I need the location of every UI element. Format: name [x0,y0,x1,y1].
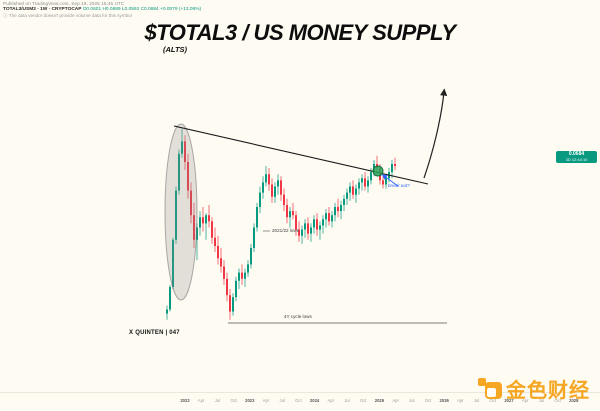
svg-text:Jul: Jul [215,398,220,403]
author-name: QUINTEN | 047 [135,330,180,336]
svg-text:Oct: Oct [360,398,367,403]
symbol-name: TOTAL3/USM2 · 1W · CRYPTOCAP [3,7,82,12]
x-axis-labels: 2022 Apr Jul Oct 2023 Apr Jul Oct 2024 Apr Jul Oct 2… [180,398,579,403]
lows-annotation: 2021/22 lows [272,228,300,233]
chart-title: $TOTAL3 / US MONEY SUPPLY [144,20,456,45]
svg-text:Jul: Jul [344,398,349,403]
svg-text:2023: 2023 [245,398,255,403]
svg-text:Jul: Jul [280,398,285,403]
site-logo: 金色财经 [478,375,590,402]
cycle-lows-annotation: 4Y cycle lows [284,314,312,319]
svg-text:Apr: Apr [263,398,270,403]
overlays-group [164,88,448,324]
svg-text:Apr: Apr [328,398,335,403]
symbol-info: TOTAL3/USM2 · 1W · CRYPTOCAP O0.0601 H0.… [3,7,201,12]
breakout-annotation: break out? [388,183,410,188]
bar-countdown: 3D 12:44:10 [565,156,588,162]
svg-text:Oct: Oct [425,398,432,403]
gold-finance-icon [478,376,502,400]
price-label: 0.0684 3D 12:44:10 [556,151,597,164]
svg-text:2022: 2022 [180,398,190,403]
axis-separator [0,392,600,393]
svg-text:Apr: Apr [457,398,464,403]
svg-text:2025: 2025 [375,398,385,403]
svg-text:Oct: Oct [490,398,497,403]
svg-text:2026: 2026 [440,398,450,403]
site-logo-text: 金色财经 [506,379,590,402]
svg-text:2024: 2024 [310,398,320,403]
svg-text:Apr: Apr [392,398,399,403]
svg-text:Oct: Oct [554,398,561,403]
publish-info: Published on TradingView.com, Sep 19, 20… [3,1,125,6]
svg-text:2028: 2028 [569,398,579,403]
chart-subtitle: (ALTS) [163,45,188,54]
ohlc-values: O0.0601 H0.0689 L0.0592 C0.0684 +0.0079 … [82,7,202,12]
author-watermark: X QUINTEN | 047 [129,330,180,336]
svg-text:Jul: Jul [409,398,414,403]
svg-text:Jul: Jul [474,398,479,403]
price-value: 0.0684 [568,151,585,157]
volume-note: ⓘ The data vendor doesn't provide volume… [3,13,132,18]
svg-text:Oct: Oct [230,398,237,403]
svg-text:2027: 2027 [504,398,514,403]
svg-text:Oct: Oct [295,398,302,403]
candles-group [166,129,396,320]
x-twitter-icon: X [129,329,134,337]
svg-text:Apr: Apr [198,398,205,403]
svg-text:Jul: Jul [539,398,544,403]
svg-text:Apr: Apr [522,398,529,403]
